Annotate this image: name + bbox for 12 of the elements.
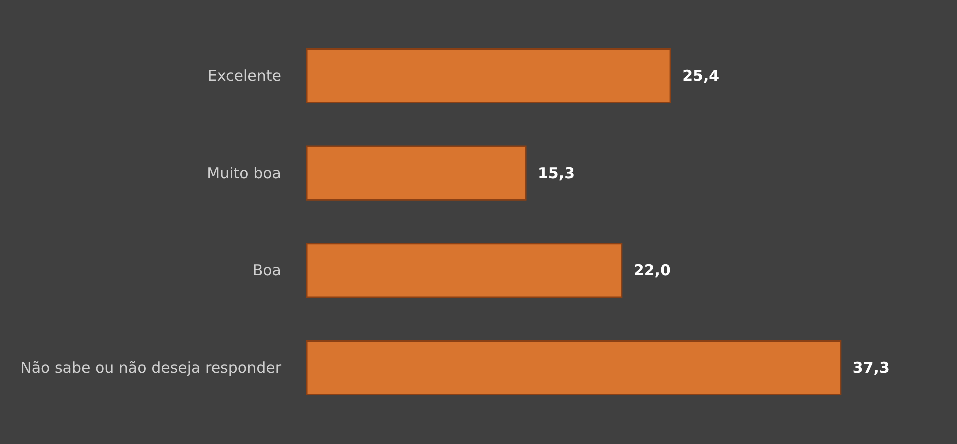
y-tick-label: Não sabe ou não deseja responder xyxy=(20,359,282,378)
bar xyxy=(306,146,527,201)
bar xyxy=(306,340,842,396)
data-label: 15,3 xyxy=(538,164,576,182)
bar xyxy=(306,48,672,104)
y-tick-label: Boa xyxy=(252,262,282,280)
y-tick-label: Muito boa xyxy=(207,164,282,182)
data-label: 37,3 xyxy=(852,359,890,378)
bar xyxy=(306,243,623,298)
data-label: 22,0 xyxy=(634,262,671,280)
data-label: 25,4 xyxy=(682,66,720,85)
y-tick-label: Excelente xyxy=(208,66,282,85)
